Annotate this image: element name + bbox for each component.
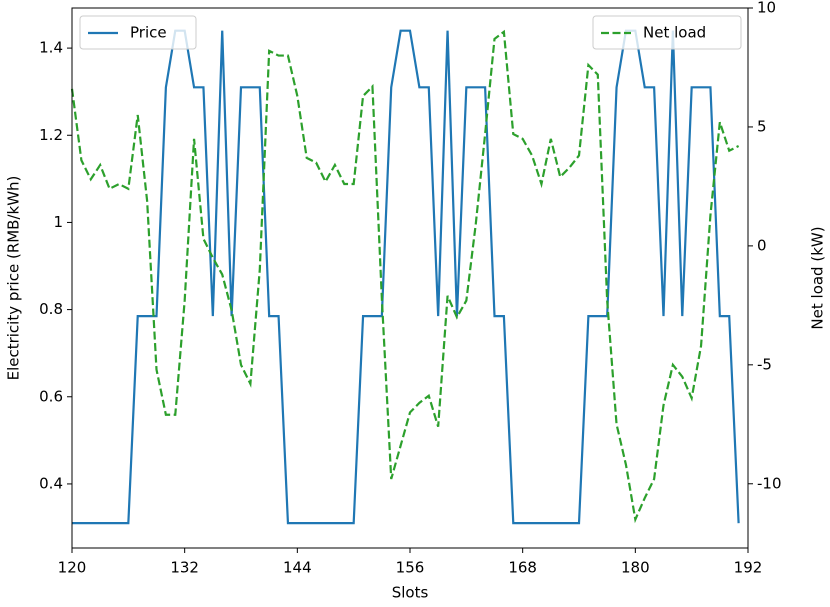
- x-tick-label: 180: [621, 559, 650, 577]
- y2-tick-label: -10: [757, 474, 782, 492]
- y2-axis-label: Net load (kW): [809, 226, 827, 329]
- legend-box: [79, 15, 197, 50]
- x-axis-label: Slots: [392, 584, 429, 602]
- plot-frame: [71, 7, 749, 549]
- y2-tick-label: 5: [757, 117, 767, 135]
- x-tick-label: 192: [734, 559, 763, 577]
- y-axis-label: Electricity price (RMB/kWh): [5, 176, 23, 381]
- y-tick-label: 0.4: [39, 474, 63, 492]
- y-tick-label: 1.2: [39, 126, 63, 144]
- x-tick-label: 156: [396, 559, 425, 577]
- y2-tick-label: -5: [757, 355, 772, 373]
- y2-tick-label: 10: [757, 0, 776, 17]
- y-tick-label: 1.4: [39, 39, 63, 57]
- series-line: [70, 29, 740, 524]
- legend-box: [592, 15, 742, 50]
- y2-tick-label: 0: [757, 236, 767, 254]
- x-tick-label: 144: [283, 559, 312, 577]
- x-tick-label: 168: [508, 559, 537, 577]
- legend-label: Net load: [643, 24, 706, 42]
- x-tick-label: 132: [170, 559, 199, 577]
- y-tick-label: 0.6: [39, 387, 63, 405]
- y-tick-label: 0.8: [39, 300, 63, 318]
- x-tick-label: 120: [58, 559, 87, 577]
- y-tick-label: 1: [53, 213, 63, 231]
- legend-label: Price: [130, 24, 167, 42]
